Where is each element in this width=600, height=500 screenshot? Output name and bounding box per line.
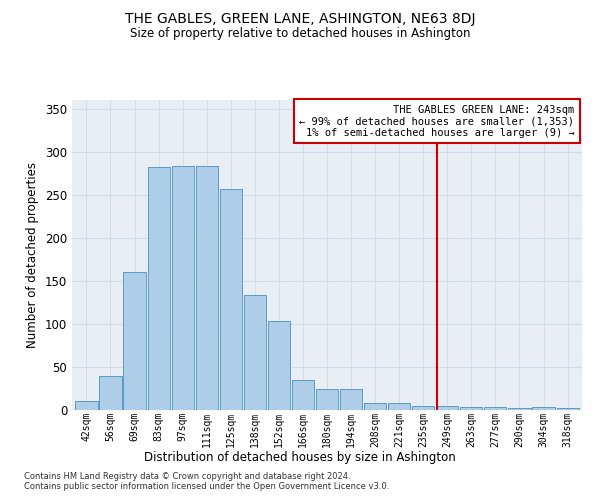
Bar bbox=[340, 390, 362, 410]
Bar bbox=[508, 408, 530, 410]
Bar bbox=[532, 408, 554, 410]
Bar bbox=[124, 272, 146, 410]
Bar bbox=[292, 380, 314, 410]
Bar bbox=[484, 408, 506, 410]
Bar bbox=[220, 188, 242, 410]
Bar bbox=[388, 403, 410, 410]
Text: THE GABLES, GREEN LANE, ASHINGTON, NE63 8DJ: THE GABLES, GREEN LANE, ASHINGTON, NE63 … bbox=[125, 12, 475, 26]
Text: Size of property relative to detached houses in Ashington: Size of property relative to detached ho… bbox=[130, 28, 470, 40]
Bar bbox=[244, 296, 266, 410]
Bar bbox=[196, 166, 218, 410]
Text: THE GABLES GREEN LANE: 243sqm
← 99% of detached houses are smaller (1,353)
1% of: THE GABLES GREEN LANE: 243sqm ← 99% of d… bbox=[299, 104, 574, 138]
Bar bbox=[100, 376, 122, 410]
Bar bbox=[557, 408, 578, 410]
Bar bbox=[364, 403, 386, 410]
Text: Contains HM Land Registry data © Crown copyright and database right 2024.: Contains HM Land Registry data © Crown c… bbox=[24, 472, 350, 481]
Bar bbox=[412, 406, 434, 410]
Text: Distribution of detached houses by size in Ashington: Distribution of detached houses by size … bbox=[144, 451, 456, 464]
Y-axis label: Number of detached properties: Number of detached properties bbox=[26, 162, 40, 348]
Bar bbox=[436, 406, 458, 410]
Bar bbox=[148, 167, 170, 410]
Bar bbox=[172, 166, 194, 410]
Bar bbox=[316, 390, 338, 410]
Text: Contains public sector information licensed under the Open Government Licence v3: Contains public sector information licen… bbox=[24, 482, 389, 491]
Bar bbox=[76, 402, 98, 410]
Bar bbox=[268, 322, 290, 410]
Bar bbox=[460, 406, 482, 410]
